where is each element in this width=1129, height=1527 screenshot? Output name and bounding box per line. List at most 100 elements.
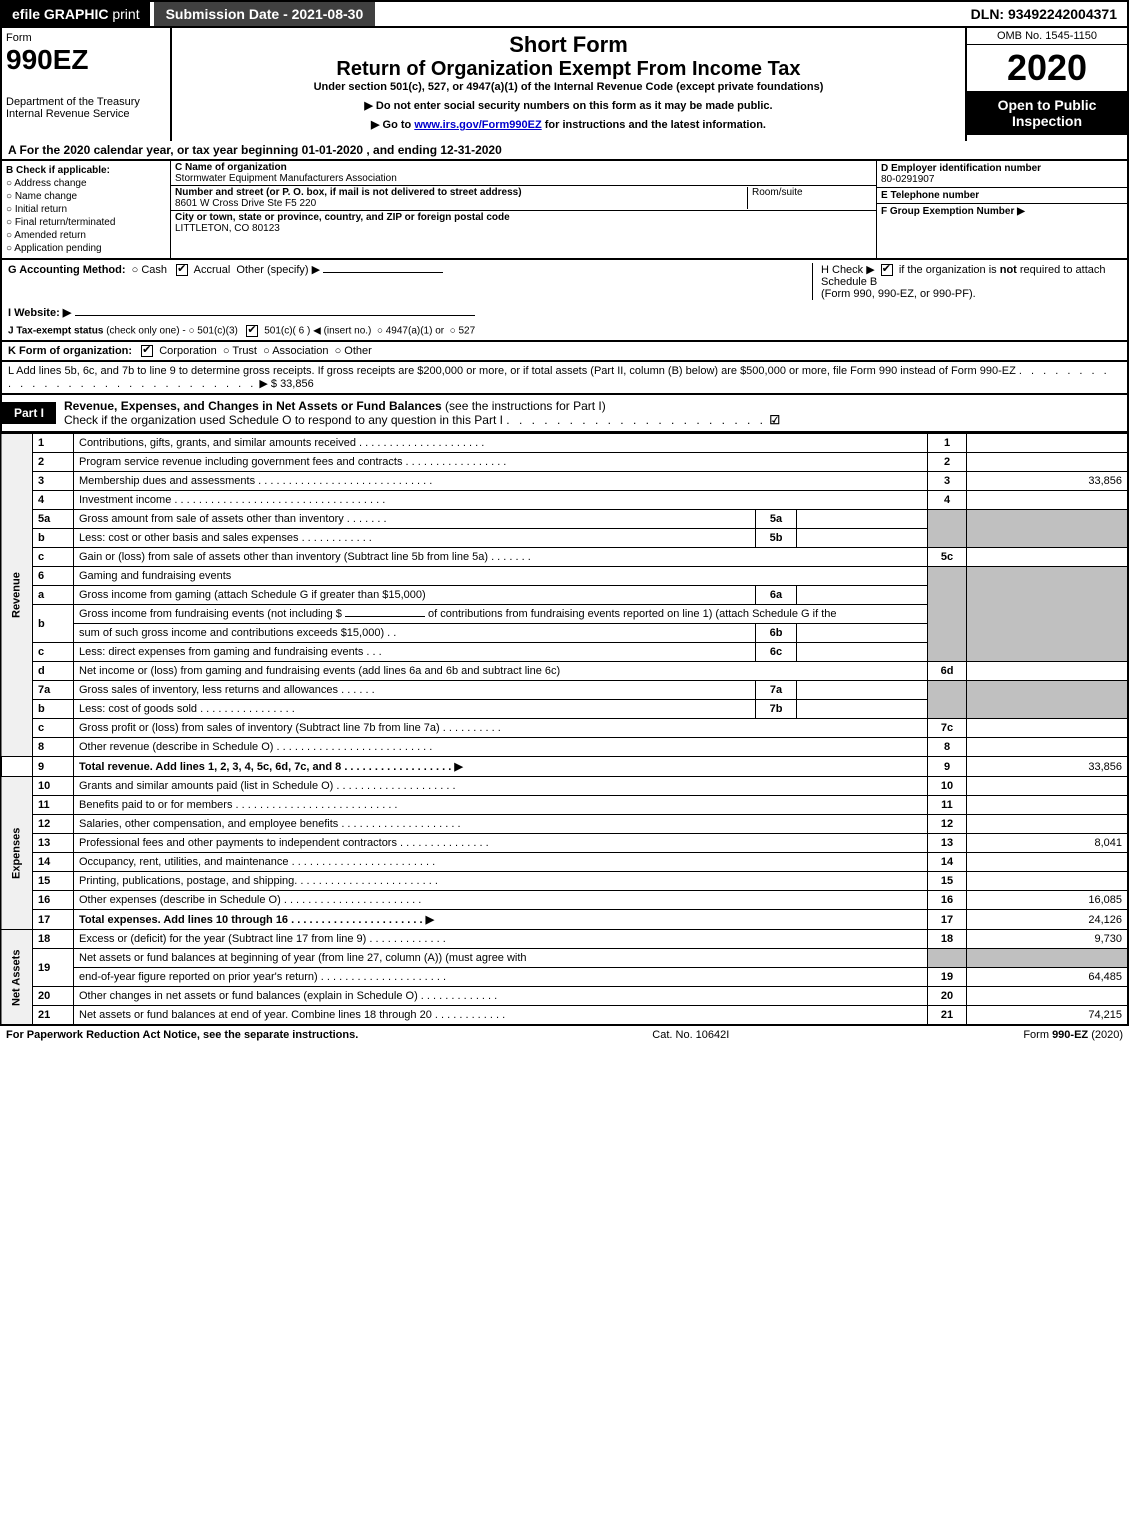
subval-5b [797, 529, 928, 548]
part1-header: Part I Revenue, Expenses, and Changes in… [0, 395, 1129, 433]
row-8: 8 Other revenue (describe in Schedule O)… [1, 738, 1128, 757]
ln-12: 12 [33, 815, 74, 834]
i-label: I Website: ▶ [8, 307, 71, 319]
g-label: G Accounting Method: [8, 264, 126, 276]
subval-6b [797, 624, 928, 643]
desc-15: Printing, publications, postage, and shi… [74, 872, 928, 891]
chk-schedule-b[interactable] [881, 264, 893, 276]
irs-link[interactable]: www.irs.gov/Form990EZ [414, 119, 541, 131]
val-16: 16,085 [967, 891, 1129, 910]
chk-initial-return[interactable]: Initial return [6, 204, 166, 215]
section-def: D Employer identification number 80-0291… [876, 161, 1127, 258]
part1-check-line: Check if the organization used Schedule … [64, 413, 503, 427]
org-name-label: C Name of organization [175, 162, 397, 173]
sidebar-netassets: Net Assets [1, 930, 33, 1025]
val-9: 33,856 [967, 757, 1129, 777]
row-5a: 5a Gross amount from sale of assets othe… [1, 510, 1128, 529]
row-1: Revenue 1 Contributions, gifts, grants, … [1, 434, 1128, 453]
subval-6c [797, 643, 928, 662]
h-text1: H Check ▶ [821, 264, 875, 276]
chk-address-change[interactable]: Address change [6, 178, 166, 189]
print-label[interactable]: print [112, 6, 139, 22]
numlbl-18: 18 [928, 930, 967, 949]
org-name-row: C Name of organization Stormwater Equipm… [171, 161, 876, 186]
greyval-5 [967, 510, 1129, 548]
numlbl-15: 15 [928, 872, 967, 891]
ln-20: 20 [33, 987, 74, 1006]
desc-7b: Less: cost of goods sold . . . . . . . .… [74, 700, 756, 719]
val-10 [967, 777, 1129, 796]
j-501c3[interactable]: 501(c)(3) [197, 326, 238, 337]
desc-2: Program service revenue including govern… [74, 453, 928, 472]
info-block: B Check if applicable: Address change Na… [0, 161, 1129, 260]
group-exemption-row: F Group Exemption Number ▶ [877, 204, 1127, 219]
val-3: 33,856 [967, 472, 1129, 491]
desc-6d: Net income or (loss) from gaming and fun… [74, 662, 928, 681]
ln-1: 1 [33, 434, 74, 453]
j-527[interactable]: 527 [458, 326, 475, 337]
desc-6b3: sum of such gross income and contributio… [74, 624, 756, 643]
ln-7a: 7a [33, 681, 74, 700]
chk-application-pending[interactable]: Application pending [6, 243, 166, 254]
g-accrual: Accrual [194, 264, 231, 276]
section-g: G Accounting Method: ○ Cash Accrual Othe… [8, 263, 443, 300]
ein-row: D Employer identification number 80-0291… [877, 161, 1127, 188]
val-2 [967, 453, 1129, 472]
city-row: City or town, state or province, country… [171, 211, 876, 235]
k-other[interactable]: Other [344, 345, 372, 357]
chk-corporation[interactable] [141, 345, 153, 357]
sublbl-6a: 6a [756, 586, 797, 605]
desc-19a: Net assets or fund balances at beginning… [74, 949, 928, 968]
chk-amended-return[interactable]: Amended return [6, 230, 166, 241]
sublbl-6b: 6b [756, 624, 797, 643]
desc-9: Total revenue. Add lines 1, 2, 3, 4, 5c,… [74, 757, 928, 777]
g-cash[interactable]: Cash [141, 264, 167, 276]
chk-accrual[interactable] [176, 264, 188, 276]
j-501c: 501(c)( 6 ) ◀ (insert no.) [264, 326, 371, 337]
numlbl-19: 19 [928, 968, 967, 987]
group-exemption-label: F Group Exemption Number ▶ [881, 206, 1123, 217]
row-21: 21 Net assets or fund balances at end of… [1, 1006, 1128, 1025]
row-19b: end-of-year figure reported on prior yea… [1, 968, 1128, 987]
greyval-7 [967, 681, 1129, 719]
city-value: LITTLETON, CO 80123 [175, 223, 510, 234]
chk-final-return[interactable]: Final return/terminated [6, 217, 166, 228]
greyval-6 [967, 567, 1129, 662]
ln-6d: d [33, 662, 74, 681]
form-word: Form [6, 32, 166, 44]
j-4947[interactable]: 4947(a)(1) or [386, 326, 444, 337]
k-trust[interactable]: Trust [232, 345, 257, 357]
desc-3: Membership dues and assessments . . . . … [74, 472, 928, 491]
b-label: B Check if applicable: [6, 165, 166, 176]
ghij-block: G Accounting Method: ○ Cash Accrual Othe… [0, 260, 1129, 342]
part1-checkmark: ☑ [769, 413, 780, 427]
numlbl-4: 4 [928, 491, 967, 510]
j-sub: (check only one) - [106, 326, 188, 337]
val-6d [967, 662, 1129, 681]
row-9: 9 Total revenue. Add lines 1, 2, 3, 4, 5… [1, 757, 1128, 777]
desc-14: Occupancy, rent, utilities, and maintena… [74, 853, 928, 872]
row-g-h: G Accounting Method: ○ Cash Accrual Othe… [2, 260, 1127, 303]
desc-10: Grants and similar amounts paid (list in… [74, 777, 928, 796]
row-15: 15 Printing, publications, postage, and … [1, 872, 1128, 891]
footer-left: For Paperwork Reduction Act Notice, see … [6, 1029, 358, 1041]
main-title: Return of Organization Exempt From Incom… [176, 58, 961, 81]
form-number: 990EZ [6, 44, 166, 76]
chk-501c6[interactable] [246, 325, 258, 337]
footer-right-post: (2020) [1088, 1029, 1123, 1041]
section-b: B Check if applicable: Address change Na… [2, 161, 171, 258]
ln-4: 4 [33, 491, 74, 510]
k-corp: Corporation [159, 345, 216, 357]
numlbl-9: 9 [928, 757, 967, 777]
street-row: Number and street (or P. O. box, if mail… [171, 186, 876, 211]
val-8 [967, 738, 1129, 757]
sublbl-7a: 7a [756, 681, 797, 700]
k-assoc[interactable]: Association [272, 345, 328, 357]
chk-name-change[interactable]: Name change [6, 191, 166, 202]
footer-right-bold: 990-EZ [1052, 1029, 1088, 1041]
grey-19 [928, 949, 967, 968]
irs-label: Internal Revenue Service [6, 108, 166, 120]
val-15 [967, 872, 1129, 891]
ln-14: 14 [33, 853, 74, 872]
tel-label: E Telephone number [881, 190, 1123, 201]
